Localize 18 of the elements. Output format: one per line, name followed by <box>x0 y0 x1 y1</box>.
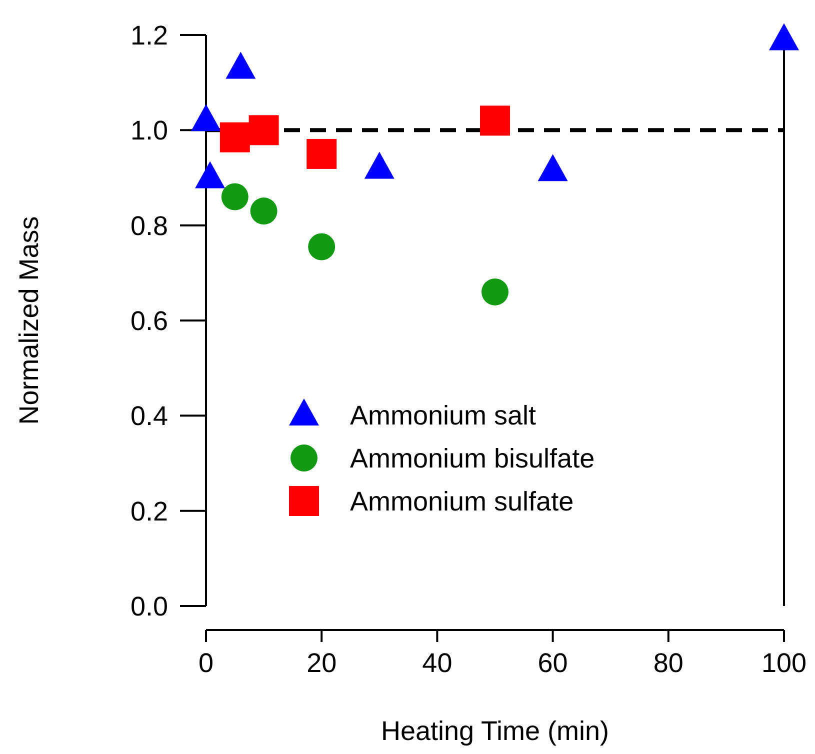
x-tick-label: 100 <box>761 648 807 678</box>
y-tick-label: 0.4 <box>130 401 168 432</box>
y-tick-label: 0.8 <box>130 210 168 241</box>
y-axis-title: Normalized Mass <box>14 216 44 425</box>
y-tick-label: 0.0 <box>130 591 168 622</box>
y-tick-label: 0.2 <box>130 496 168 526</box>
x-axis-title: Heating Time (min) <box>380 716 610 746</box>
x-tick-label: 0 <box>198 648 214 678</box>
legend-label: Ammonium salt <box>350 400 537 430</box>
y-tick-label: 0.6 <box>130 306 168 336</box>
x-tick-label: 80 <box>653 648 684 678</box>
y-tick-label: 1.2 <box>130 20 168 50</box>
x-tick-label: 40 <box>422 648 452 678</box>
y-tick-label: 1.0 <box>130 116 168 146</box>
x-tick-label: 20 <box>306 648 337 678</box>
legend-label: Ammonium bisulfate <box>350 443 595 474</box>
legend-label: Ammonium sulfate <box>350 486 574 516</box>
x-tick-label: 60 <box>538 648 568 678</box>
